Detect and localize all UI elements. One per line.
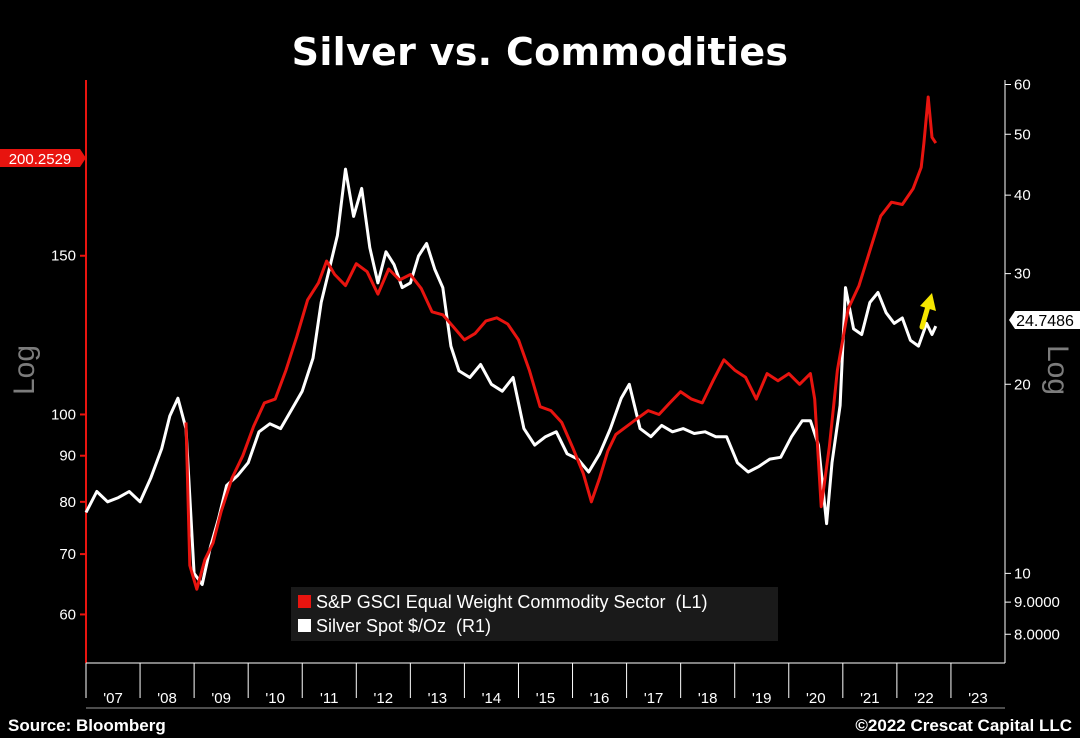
legend-swatch-commodity: [298, 595, 311, 608]
right-tick-label: 60: [1014, 77, 1031, 94]
silver-series-line: [84, 167, 938, 586]
legend-swatch-silver: [298, 619, 311, 632]
legend-label-silver: Silver Spot $/Oz (R1): [316, 616, 491, 636]
right-tick-label: 9.0000: [1014, 594, 1060, 611]
x-tick-label: '12: [374, 690, 394, 707]
source-note: Source: Bloomberg: [8, 716, 166, 735]
left-axis-label: Log: [8, 345, 41, 395]
x-tick-label: '18: [698, 690, 718, 707]
right-tick-label: 40: [1014, 187, 1031, 204]
left-last-value-tag: 200.2529: [0, 149, 86, 168]
left-tick-label: 150: [51, 248, 76, 265]
right-tick-label: 20: [1014, 376, 1031, 393]
commodity-series-line: [184, 95, 938, 591]
right-axis-ticks: 10 20 30 40 50 60 9.0000 8.0000: [1005, 77, 1060, 643]
right-last-value-tag: 24.7486: [1009, 311, 1080, 330]
left-tick-label: 100: [51, 406, 76, 423]
legend-label-commodity: S&P GSCI Equal Weight Commodity Sector (…: [316, 592, 708, 612]
x-axis-ticks: '07 '08 '09 '10 '11 '12 '13 '14 '15 '16 '17 '18 '19 '…: [103, 690, 988, 707]
x-tick-label: '08: [157, 690, 177, 707]
right-tick-label: 50: [1014, 126, 1031, 143]
x-tick-label: '15: [536, 690, 556, 707]
left-tick-label: 60: [59, 606, 76, 623]
left-last-value: 200.2529: [9, 151, 72, 168]
x-tick-label: '21: [860, 690, 880, 707]
legend: S&P GSCI Equal Weight Commodity Sector (…: [291, 587, 778, 641]
x-gridlines: [85, 663, 952, 698]
left-axis-ticks: 60 70 80 90 100 150: [51, 248, 86, 623]
x-tick-label: '23: [968, 690, 988, 707]
x-tick-label: '19: [752, 690, 772, 707]
right-tick-label: 30: [1014, 266, 1031, 283]
series-lines: [84, 95, 938, 591]
x-tick-label: '22: [914, 690, 934, 707]
x-tick-label: '09: [211, 690, 231, 707]
x-tick-label: '17: [644, 690, 664, 707]
right-tick-label: 10: [1014, 565, 1031, 582]
x-tick-label: '11: [320, 690, 338, 707]
left-tick-label: 80: [59, 494, 76, 511]
x-tick-label: '13: [428, 690, 448, 707]
right-axis-label: Log: [1041, 345, 1074, 395]
x-tick-label: '20: [806, 690, 826, 707]
axes: [85, 80, 1006, 709]
copyright-note: ©2022 Crescat Capital LLC: [855, 716, 1072, 735]
x-tick-label: '14: [482, 690, 502, 707]
left-tick-label: 70: [59, 546, 76, 563]
right-last-value: 24.7486: [1016, 313, 1074, 330]
right-tick-label: 8.0000: [1014, 626, 1060, 643]
x-tick-label: '16: [590, 690, 610, 707]
chart-title: Silver vs. Commodities: [291, 30, 789, 74]
x-tick-label: '07: [103, 690, 123, 707]
x-tick-label: '10: [265, 690, 285, 707]
up-arrow-icon: [919, 293, 936, 330]
left-tick-label: 90: [59, 448, 76, 465]
